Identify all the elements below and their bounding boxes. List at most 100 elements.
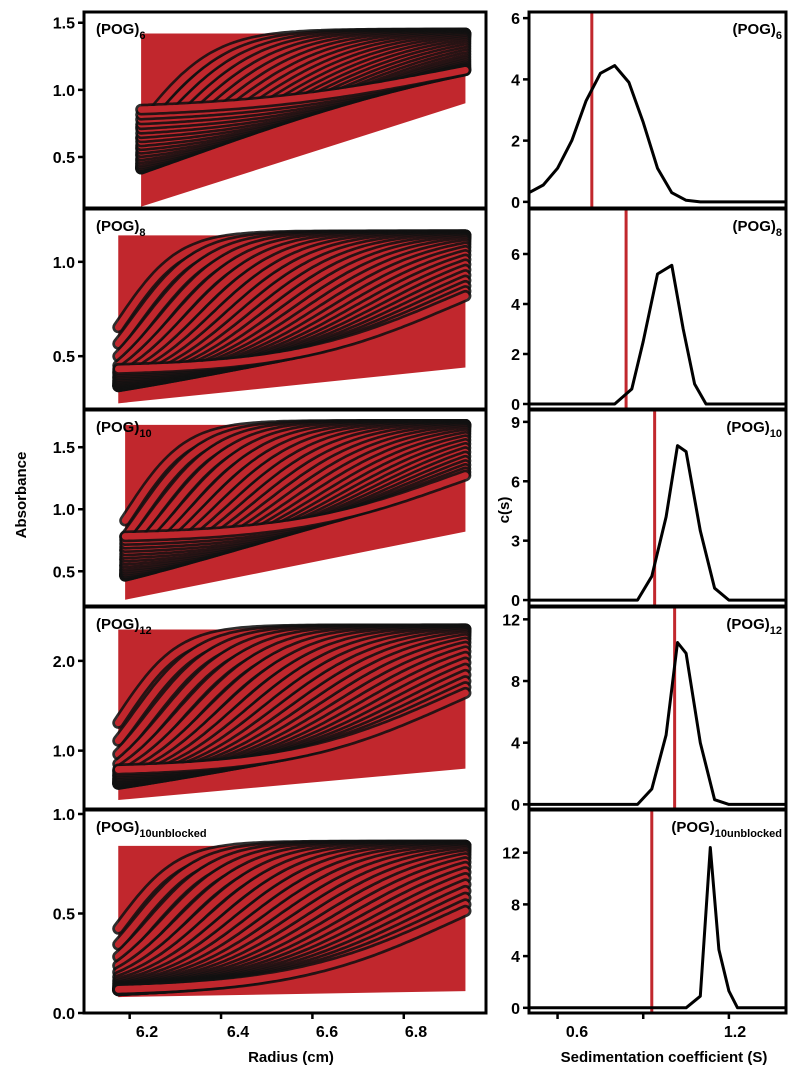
right-panel-4-y-tick-label-3: 12 xyxy=(502,846,520,863)
left-panel-2: 0.5 1.0 1.5 (POG)10 xyxy=(53,408,488,608)
right-panel-4-label-main: (POG) xyxy=(671,819,714,836)
right-panel-1-y-tick-label-3: 6 xyxy=(511,247,520,264)
right-panel-3-y-tick-label-1: 4 xyxy=(511,736,520,753)
right-panel-4-y-tick-label-2: 8 xyxy=(511,897,520,914)
right-panel-3-y-tick-label-2: 8 xyxy=(511,674,520,691)
right-panel-0-frame xyxy=(527,10,788,210)
right-x-tick-label-0.6: 0.6 xyxy=(566,1024,588,1041)
left-panel-1-plot-area xyxy=(112,229,472,404)
right-panel-2-frame xyxy=(527,408,788,608)
left-panel-3-label-subscript: 12 xyxy=(139,625,151,637)
right-panel-4: 0 4 8 12 (POG)10unblocked xyxy=(502,808,788,1019)
left-panel-4-y-tick-label-2: 1.0 xyxy=(53,807,75,824)
left-panel-1-scan-fit-25 xyxy=(115,292,469,373)
left-panel-0-y-tick-label-0: 0.5 xyxy=(53,150,75,167)
right-panel-2-plot-area xyxy=(529,410,786,606)
right-panel-2-y-tick-label-0: 0 xyxy=(511,593,520,610)
left-panel-0-label-main: (POG) xyxy=(96,21,139,38)
right-panel-3-label-main: (POG) xyxy=(726,616,769,633)
right-panel-1-cs-trace xyxy=(529,263,786,406)
panels-layer: 0.51.01.5 (POG)60.51.0(POG)80.51.01.5(POG… xyxy=(53,10,788,1023)
left-panel-1-label-subscript: 8 xyxy=(139,227,145,239)
left-panel-4-label-main: (POG) xyxy=(96,819,139,836)
right-y-axis-label: c(s) xyxy=(496,497,513,524)
left-panel-2-label: (POG)10 xyxy=(96,419,152,440)
left-panel-0-y-tick-label-2: 1.5 xyxy=(53,16,75,33)
right-panel-1-label-main: (POG) xyxy=(733,218,776,235)
left-panel-2-label-subscript: 10 xyxy=(139,428,151,440)
left-panel-0-label-subscript: 6 xyxy=(139,30,145,42)
right-panel-3-y-tick-label-3: 12 xyxy=(502,612,520,629)
left-panel-4-scan-fit-23 xyxy=(114,907,469,993)
right-panel-0-y-tick-label-3: 6 xyxy=(511,11,520,28)
left-panel-1: 0.5 1.0 (POG)8 xyxy=(53,207,488,411)
right-panel-4-y-tick-label-1: 4 xyxy=(511,949,520,966)
left-panel-0: 0.5 1.0 1.5 (POG)6 xyxy=(53,10,488,210)
right-panel-4-label: (POG)10unblocked xyxy=(671,819,782,840)
left-panel-1-y-tick-label-0: 0.5 xyxy=(53,349,75,366)
right-panel-2-label-main: (POG) xyxy=(726,419,769,436)
left-panel-2-y-tick-label-2: 1.5 xyxy=(53,440,75,457)
right-panel-1-y-tick-label-1: 2 xyxy=(511,347,520,364)
right-panel-4-y-tick-label-0: 0 xyxy=(511,1001,520,1018)
left-x-tick-label-6.8: 6.8 xyxy=(405,1024,427,1041)
right-panel-2: 0 3 6 9 (POG)10 xyxy=(511,408,788,610)
right-panel-4-label-subscript: 10unblocked xyxy=(715,828,782,840)
left-panel-0-y-tick-label-1: 1.0 xyxy=(53,83,75,100)
right-panel-2-y-tick-label-1: 3 xyxy=(511,534,520,551)
right-panel-2-cs-trace xyxy=(529,444,786,602)
right-panel-3-label: (POG)12 xyxy=(726,616,782,637)
left-panel-3-scan-fit-23 xyxy=(114,689,469,773)
left-panel-1-label-main: (POG) xyxy=(96,218,139,235)
left-panel-1-label: (POG)8 xyxy=(96,218,145,239)
right-x-tick-label-1.2: 1.2 xyxy=(724,1024,746,1041)
left-panel-3: 1.0 2.0 (POG)12 xyxy=(53,605,488,811)
right-panel-1-y-tick-label-0: 0 xyxy=(511,397,520,414)
left-panel-3-y-tick-label-1: 2.0 xyxy=(53,654,75,671)
left-panel-0-plot-area xyxy=(135,27,472,207)
right-panel-1-y-tick-label-2: 4 xyxy=(511,297,520,314)
left-x-tick-label-6.4: 6.4 xyxy=(227,1024,249,1041)
right-x-axis-label: Sedimentation coefficient (S) xyxy=(561,1049,768,1066)
left-panel-2-scan-fit-25 xyxy=(121,472,469,540)
right-panel-0-label-subscript: 6 xyxy=(776,30,782,42)
right-panel-0-label: (POG)6 xyxy=(733,21,782,42)
left-panel-2-plot-area xyxy=(119,419,472,600)
right-panel-4-frame xyxy=(527,808,788,1015)
right-panel-1-label: (POG)8 xyxy=(733,218,782,239)
right-panel-0-cs-trace xyxy=(529,64,786,204)
left-panel-3-label-main: (POG) xyxy=(96,616,139,633)
right-panel-1-frame xyxy=(527,207,788,411)
right-panel-1-plot-area xyxy=(529,209,786,409)
left-panel-4-label: (POG)10unblocked xyxy=(96,819,207,840)
right-panel-0-plot-area xyxy=(529,12,786,208)
left-panel-1-y-tick-label-1: 1.0 xyxy=(53,255,75,272)
right-panel-4-cs-trace xyxy=(529,846,786,1010)
right-panel-2-y-tick-label-2: 6 xyxy=(511,474,520,491)
right-panel-1: 0 2 4 6 (POG)8 xyxy=(511,207,788,414)
right-panel-4-plot-area xyxy=(529,810,786,1013)
left-panel-4-y-tick-label-1: 0.5 xyxy=(53,906,75,923)
right-panel-0-y-tick-label-1: 2 xyxy=(511,134,520,151)
left-panel-4-frame xyxy=(82,808,488,1015)
left-panel-3-y-tick-label-0: 1.0 xyxy=(53,744,75,761)
right-panel-0-y-tick-label-2: 4 xyxy=(511,72,520,89)
right-panel-2-label: (POG)10 xyxy=(726,419,782,440)
left-x-tick-label-6.2: 6.2 xyxy=(136,1024,158,1041)
left-panel-2-y-tick-label-1: 1.0 xyxy=(53,502,75,519)
left-y-axis-label: Absorbance xyxy=(13,452,30,539)
right-panel-2-label-subscript: 10 xyxy=(770,428,782,440)
left-panel-4-label-subscript: 10unblocked xyxy=(139,828,206,840)
left-panel-0-scan-fit-27 xyxy=(137,66,469,113)
right-panel-0-label-main: (POG) xyxy=(733,21,776,38)
right-panel-3-label-subscript: 12 xyxy=(770,625,782,637)
right-panel-3-plot-area xyxy=(529,607,786,809)
left-x-axis-label: Radius (cm) xyxy=(248,1049,334,1066)
right-panel-3-y-tick-label-0: 0 xyxy=(511,797,520,814)
left-x-tick-label-6.6: 6.6 xyxy=(316,1024,338,1041)
right-panel-3-frame xyxy=(527,605,788,811)
left-panel-2-label-main: (POG) xyxy=(96,419,139,436)
